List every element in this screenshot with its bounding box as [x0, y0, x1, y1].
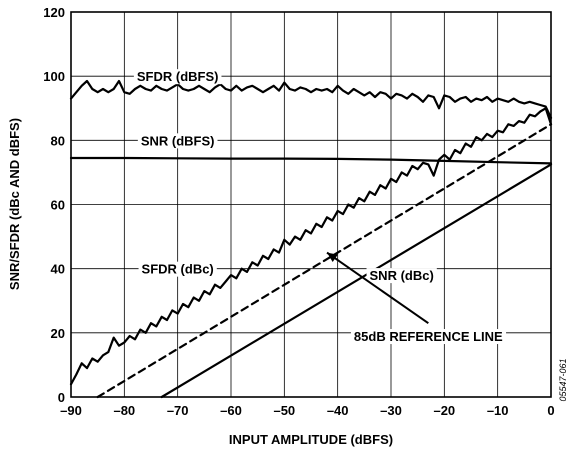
x-tick-label-0: –90	[60, 403, 82, 418]
x-tick-label-8: –10	[487, 403, 509, 418]
y-tick-label-3: 60	[51, 198, 65, 213]
y-tick-label-1: 20	[51, 326, 65, 341]
series-85db-reference-line	[96, 123, 553, 399]
label-snr-dbc: SNR (dBc)	[370, 268, 434, 283]
x-axis-title: INPUT AMPLITUDE (dBFS)	[229, 432, 393, 447]
reference-line-arrowhead	[327, 252, 338, 263]
series-sfdr-dbfs	[69, 79, 553, 120]
label-bg-snr-dbc	[366, 268, 437, 284]
series-group	[69, 79, 553, 399]
x-tick-label-7: –20	[433, 403, 455, 418]
series-snr-dbc	[160, 163, 553, 399]
annotation-backgrounds	[133, 69, 507, 345]
label-bg-85db-reference-line	[350, 329, 507, 345]
label-bg-sfdr-dbc	[138, 261, 217, 277]
label-snr-dbfs: SNR (dBFS)	[141, 133, 215, 148]
annotations: SFDR (dBFS) SNR (dBFS) SFDR (dBc) SNR (dBc)…	[137, 69, 503, 344]
series-snr-dbfs	[69, 156, 553, 165]
reference-line-arrow	[326, 251, 429, 325]
x-tick-label-3: –60	[220, 403, 242, 418]
y-tick-label-6: 120	[43, 5, 65, 20]
series-sfdr-dbc	[69, 107, 553, 386]
y-tick-label-0: 0	[58, 390, 65, 405]
y-axis-title: SNR/SFDR (dBc AND dBFS)	[7, 118, 22, 290]
plot-frame	[70, 11, 552, 398]
label-sfdr-dbc: SFDR (dBc)	[142, 262, 214, 277]
x-tick-label-6: –30	[380, 403, 402, 418]
y-tick-label-5: 100	[43, 69, 65, 84]
label-bg-snr-dbfs	[137, 133, 218, 149]
x-tick-label-1: –80	[113, 403, 135, 418]
x-tick-label-2: –70	[167, 403, 189, 418]
label-85db-reference-line: 85dB REFERENCE LINE	[354, 329, 503, 344]
figure-id: 05547-061	[558, 358, 568, 401]
x-tick-label-9: 0	[547, 403, 554, 418]
tick-labels: –90 –80 –70 –60 –50 –40 –30 –20 –10 0 0 20 40 60 80 100…	[43, 5, 554, 418]
x-tick-label-4: –50	[273, 403, 295, 418]
y-tick-label-4: 80	[51, 133, 65, 148]
x-tick-label-5: –40	[327, 403, 349, 418]
label-bg-sfdr-dbfs	[133, 69, 222, 85]
label-sfdr-dbfs: SFDR (dBFS)	[137, 69, 219, 84]
y-tick-label-2: 40	[51, 262, 65, 277]
plot-border	[70, 11, 552, 398]
